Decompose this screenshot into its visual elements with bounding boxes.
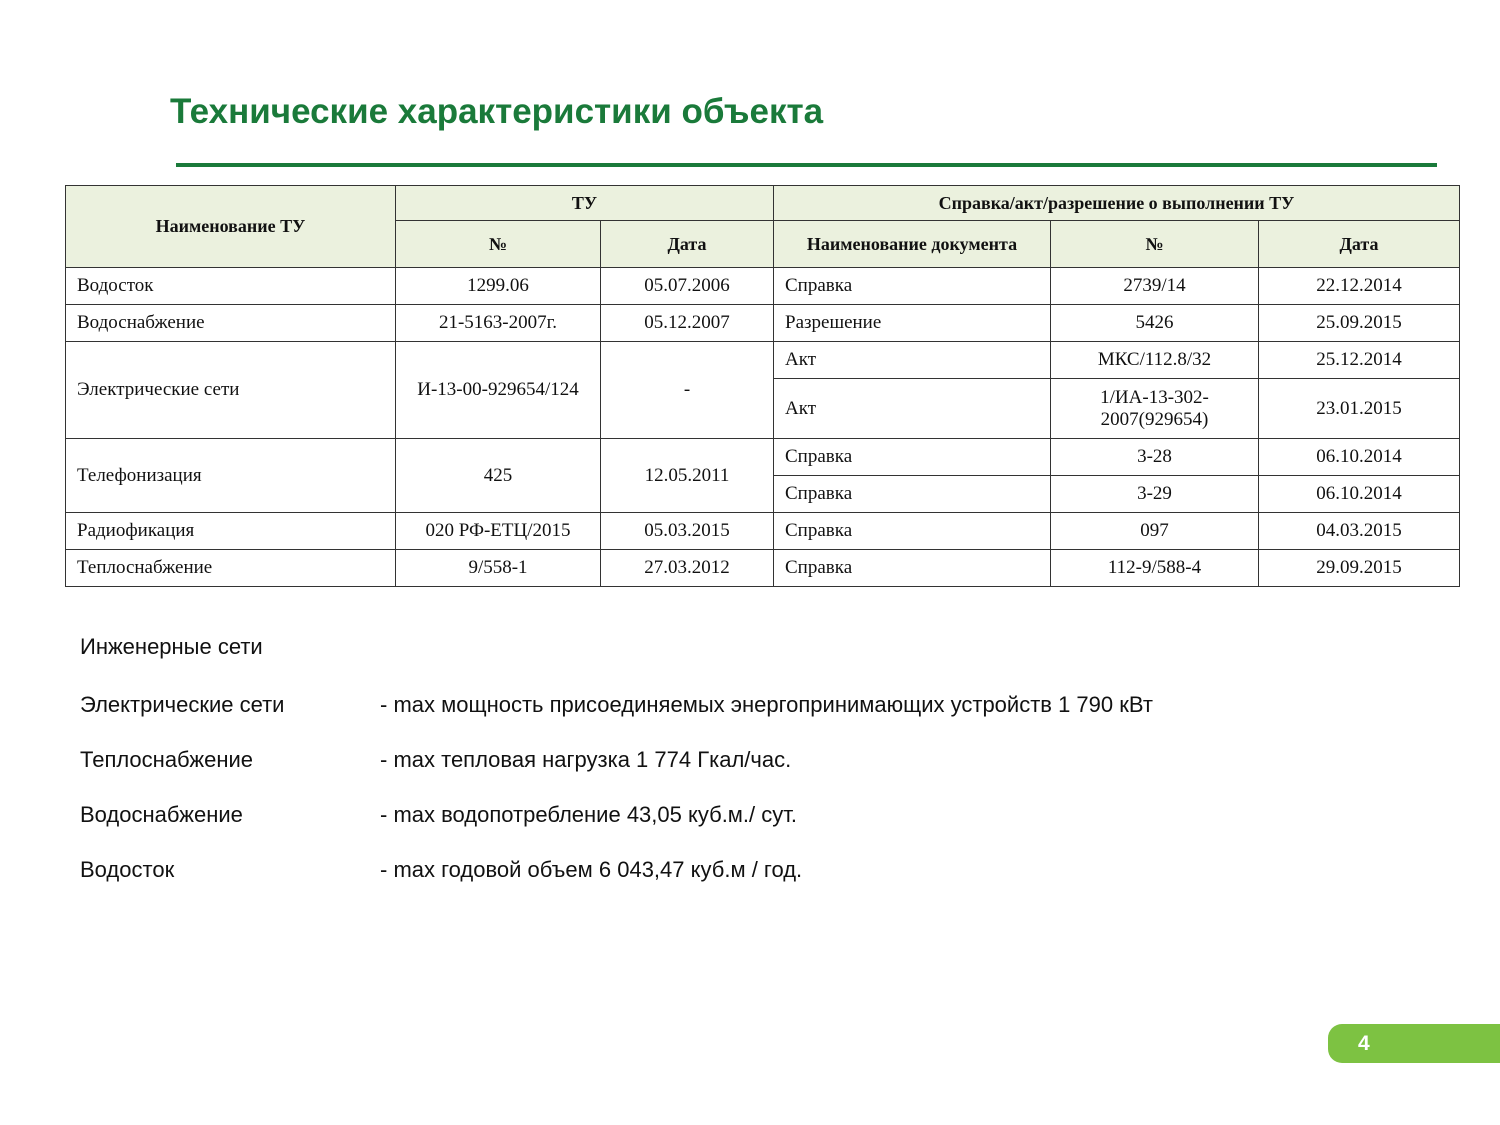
cell-tu-name: Теплоснабжение — [65, 549, 396, 587]
network-item: Водосток - max годовой объем 6 043,47 куб… — [80, 857, 802, 883]
cell-tu-no: 9/558-1 — [395, 549, 601, 587]
network-value: - max водопотребление 43,05 куб.м./ сут. — [380, 802, 798, 827]
network-label: Теплоснабжение — [80, 747, 254, 772]
page-number-badge: 4 — [1328, 1024, 1500, 1063]
network-value: - max тепловая нагрузка 1 774 Гкал/час. — [380, 747, 792, 772]
header-doc: Справка/акт/разрешение о выполнении ТУ — [773, 185, 1460, 221]
cell-tu-no: И-13-00-929654/124 — [395, 341, 601, 439]
cell-tu-date: 05.03.2015 — [600, 512, 774, 550]
header-name: Наименование ТУ — [65, 185, 396, 268]
cell-doc-date: 22.12.2014 — [1258, 267, 1460, 305]
cell-tu-no: 21-5163-2007г. — [395, 304, 601, 342]
network-label: Водосток — [80, 857, 175, 882]
cell-doc-no: МКС/112.8/32 — [1050, 341, 1259, 379]
cell-doc-name: Справка — [773, 549, 1051, 587]
cell-doc-date: 06.10.2014 — [1258, 475, 1460, 513]
page-title: Технические характеристики объекта — [170, 92, 824, 131]
cell-doc-no: 1/ИА-13-302-2007(929654) — [1050, 378, 1259, 439]
table-row: Водоснабжение 21-5163-2007г. 05.12.2007 Раз… — [65, 304, 1460, 342]
header-tu-no: № — [395, 220, 601, 268]
network-label: Водоснабжение — [80, 802, 243, 827]
network-item: Теплоснабжение - max тепловая нагрузка 1 … — [80, 747, 791, 773]
network-item: Водоснабжение - max водопотребление 43,05… — [80, 802, 797, 828]
cell-doc-no: 097 — [1050, 512, 1259, 550]
page-number: 4 — [1358, 1032, 1370, 1055]
cell-doc-no: 112-9/588-4 — [1050, 549, 1259, 587]
table-row: Теплоснабжение 9/558-1 27.03.2012 Справка 11… — [65, 549, 1460, 587]
cell-doc-no: 2739/14 — [1050, 267, 1259, 305]
network-value: - max мощность присоединяемых энергоприн… — [380, 692, 1153, 717]
cell-tu-name: Водосток — [65, 267, 396, 305]
cell-doc-date: 29.09.2015 — [1258, 549, 1460, 587]
cell-doc-name: Акт — [773, 341, 1051, 379]
cell-tu-date: 05.07.2006 — [600, 267, 774, 305]
cell-tu-date: 12.05.2011 — [600, 438, 774, 513]
network-value: - max годовой объем 6 043,47 куб.м / год… — [380, 857, 803, 882]
table-row: Водосток 1299.06 05.07.2006 Справка 2739/14 2… — [65, 267, 1460, 305]
tech-conditions-table: Наименование ТУ ТУ Справка/акт/разрешени… — [65, 185, 1460, 587]
cell-doc-name: Справка — [773, 267, 1051, 305]
title-divider — [176, 163, 1437, 167]
table-row: Акт 1/ИА-13-302-2007(929654) 23.01.2015 — [66, 378, 1460, 439]
cell-doc-date: 25.09.2015 — [1258, 304, 1460, 342]
cell-tu-name: Телефонизация — [65, 438, 396, 513]
header-tu-date: Дата — [600, 220, 774, 268]
cell-doc-date: 06.10.2014 — [1258, 438, 1460, 476]
cell-tu-no: 425 — [395, 438, 601, 513]
cell-doc-date: 25.12.2014 — [1258, 341, 1460, 379]
cell-doc-no: 3-28 — [1050, 438, 1259, 476]
cell-tu-no: 1299.06 — [395, 267, 601, 305]
header-doc-name: Наименование документа — [773, 220, 1051, 268]
cell-doc-name: Акт — [773, 378, 1051, 439]
cell-doc-date: 04.03.2015 — [1258, 512, 1460, 550]
cell-tu-name: Радиофикация — [65, 512, 396, 550]
header-tu: ТУ — [395, 185, 774, 221]
table-row: Радиофикация 020 РФ-ЕТЦ/2015 05.03.2015 Спр… — [65, 512, 1460, 550]
cell-doc-name: Справка — [773, 475, 1051, 513]
cell-tu-no: 020 РФ-ЕТЦ/2015 — [395, 512, 601, 550]
cell-doc-date: 23.01.2015 — [1258, 378, 1460, 439]
cell-doc-no: 5426 — [1050, 304, 1259, 342]
network-item: Электрические сети - max мощность присоед… — [80, 692, 1153, 718]
cell-doc-name: Справка — [773, 438, 1051, 476]
cell-tu-name: Электрические сети — [65, 341, 396, 439]
cell-doc-no: 3-29 — [1050, 475, 1259, 513]
networks-heading: Инженерные сети — [80, 634, 263, 659]
table-row: Справка 3-29 06.10.2014 — [66, 475, 1460, 513]
cell-tu-date: 05.12.2007 — [600, 304, 774, 342]
table-row: Электрические сети И-13-00-929654/124- Акт… — [65, 341, 1460, 439]
header-doc-date: Дата — [1258, 220, 1460, 268]
network-label: Электрические сети — [80, 692, 285, 717]
cell-tu-date: - — [600, 341, 774, 439]
table-row: Телефонизация 425 12.05.2011 Справка 3-28 06.… — [65, 438, 1460, 513]
cell-doc-name: Разрешение — [773, 304, 1051, 342]
header-doc-no: № — [1050, 220, 1259, 268]
cell-tu-date: 27.03.2012 — [600, 549, 774, 587]
cell-doc-name: Справка — [773, 512, 1051, 550]
cell-tu-name: Водоснабжение — [65, 304, 396, 342]
